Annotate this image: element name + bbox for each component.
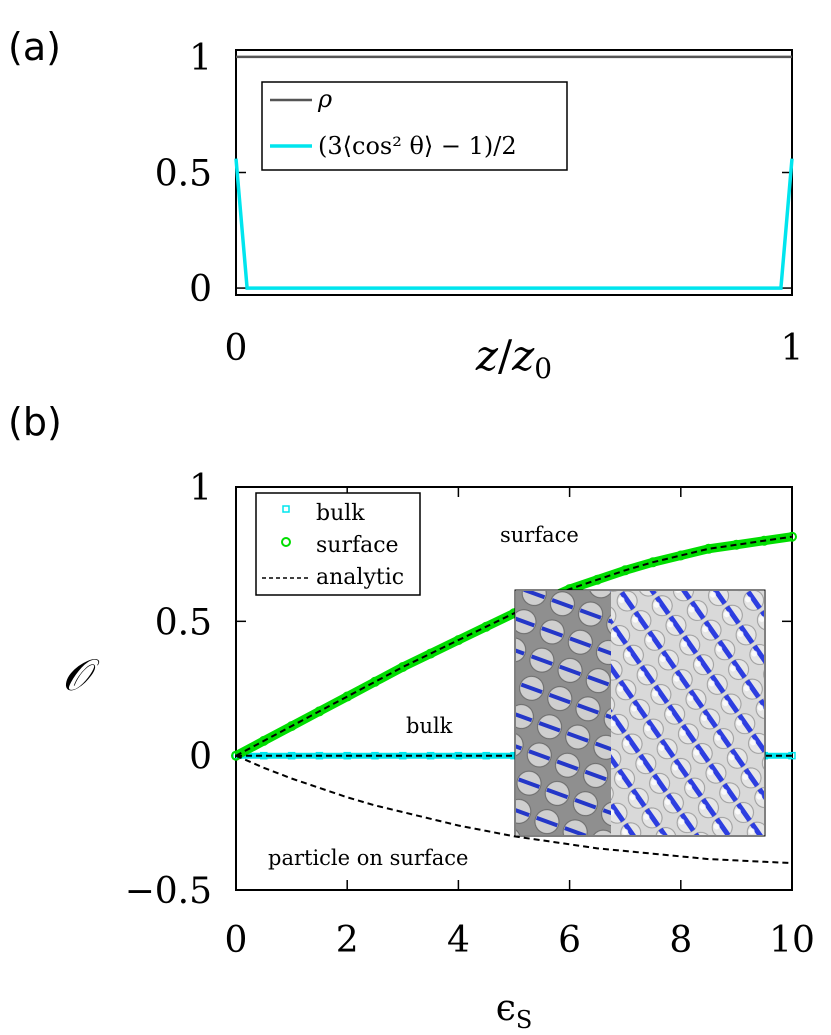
panel-b-ytick-label: 0.5 [155, 602, 212, 643]
panel-a-ytick-label: 1 [189, 38, 212, 79]
series-surface-point [620, 565, 631, 576]
annotation-particle-on-surface: particle on surface [268, 846, 468, 870]
series-particle-on-surface [235, 754, 793, 865]
series-surface-point [370, 676, 380, 687]
series-surface-point [453, 635, 464, 646]
legend-rho-label: ρ [317, 85, 332, 113]
inset-bulk-particles [516, 591, 611, 835]
series-surface-point [397, 662, 408, 673]
panel-a-xlabel-slash: / [498, 331, 513, 380]
panel-b-xtick-label: 6 [558, 920, 581, 961]
panel-b-ylabel: 𝒪 [62, 650, 100, 701]
series-surface-point [286, 721, 297, 732]
legend-analytic-label: analytic [316, 565, 404, 590]
panel-b-ytick-label: 1 [189, 468, 212, 509]
panel-b-ytick-label: −0.5 [125, 871, 212, 912]
panel-b-xlabel-var: ϵ [496, 988, 516, 1029]
panel-b-xlabel: ϵS [496, 988, 533, 1034]
panel-b-label: (b) [8, 400, 62, 444]
series-analytic-surface [235, 535, 793, 757]
annotation-surface: surface [500, 523, 579, 547]
series-surface-point [258, 735, 269, 746]
panel-b-frame [235, 486, 793, 891]
annotation-bulk: bulk [406, 714, 453, 738]
series-surface-point [342, 691, 353, 702]
series-surface-point [425, 648, 436, 659]
panel-a-legend [261, 81, 568, 171]
panel-a-ytick-label: 0 [189, 269, 212, 310]
panel-b-xtick-label: 0 [225, 920, 248, 961]
series-surface-point [592, 574, 603, 585]
inset-surface-particles [611, 591, 764, 835]
legend-bulk-marker [282, 505, 290, 513]
panel-a-xlabel-var2: z [511, 331, 535, 380]
panel-a-lines [234, 55, 794, 290]
series-surface-point [481, 621, 492, 632]
panel-b-xtick-label: 10 [769, 920, 815, 961]
panel-b-ytick-label: 0 [189, 737, 212, 778]
series-surface-point [314, 706, 325, 717]
panel-b-xtick-label: 2 [336, 920, 359, 961]
panel-b-plot: −0.500.510 2 4 6 8 10 bulk surface analy [62, 468, 815, 1034]
panel-a-xlabel: z/z0 [475, 331, 552, 385]
panel-a-series-order-parameter [234, 158, 794, 290]
legend-order-label: (3⟨cos² θ⟩ − 1)/2 [318, 132, 517, 160]
legend-bulk-label: bulk [316, 501, 365, 526]
panel-a-xlabel-var: z [475, 331, 499, 380]
panel-a-y-ticks: 00.51 [155, 38, 792, 310]
panel-a-xtick-1: 1 [781, 328, 804, 369]
panel-b-xtick-label: 8 [669, 920, 692, 961]
panel-a-plot: 00.51 ρ (3⟨cos² θ⟩ − 1)/2 0 1 z/z0 [155, 38, 804, 385]
panel-b-xtick-label: 4 [447, 920, 470, 961]
panel-a-label: (a) [8, 25, 61, 69]
legend-surface-marker [281, 537, 291, 547]
panel-b-xlabel-sub: S [516, 1006, 532, 1034]
legend-surface-label: surface [316, 533, 399, 558]
panel-a-xlabel-sub: 0 [534, 352, 552, 385]
panel-a-ytick-label: 0.5 [155, 154, 212, 195]
series-surface-point [787, 531, 797, 542]
panel-a-xtick-0: 0 [225, 328, 248, 369]
